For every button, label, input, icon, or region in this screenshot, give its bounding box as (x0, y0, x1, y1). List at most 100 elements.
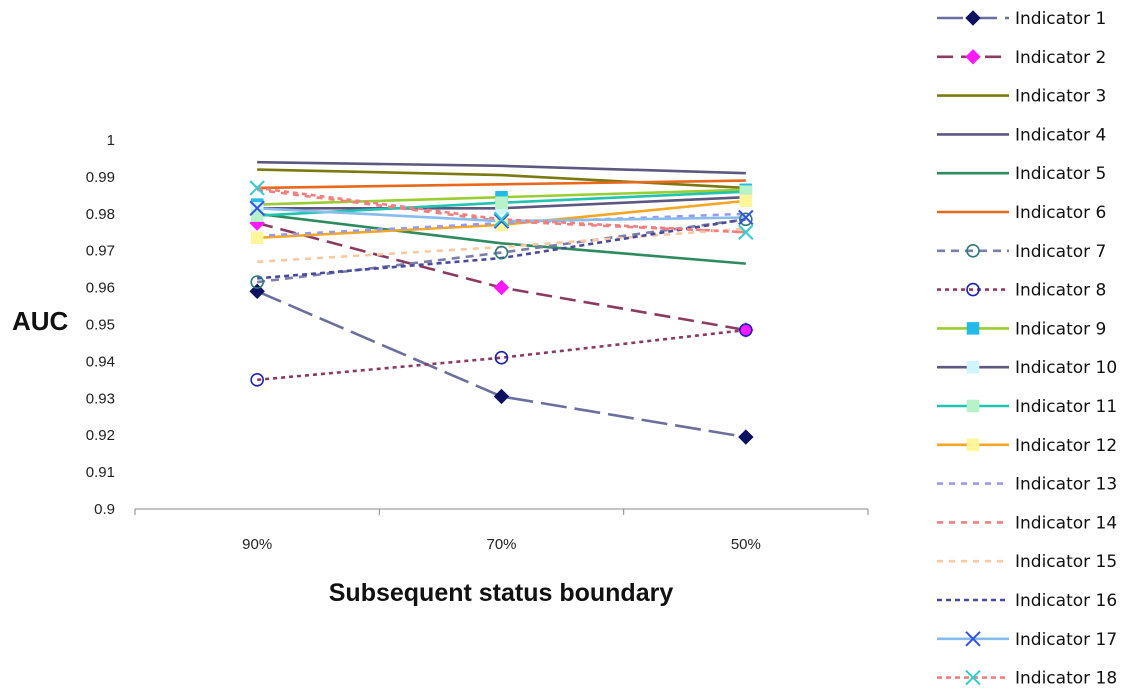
data-point-series-17-stroke (249, 200, 265, 216)
series-line-7 (257, 218, 747, 284)
legend-label: Indicator 12 (1015, 436, 1117, 456)
x-tick-label: 70% (486, 536, 516, 553)
data-point-series-8 (739, 323, 753, 337)
legend-label: Indicator 8 (1015, 281, 1106, 301)
legend-label: Indicator 9 (1015, 319, 1106, 339)
y-tick-label: 1 (107, 132, 115, 149)
legend-label: Indicator 13 (1015, 475, 1117, 495)
legend-item: Indicator 3 (937, 87, 1106, 107)
legend-label: Indicator 15 (1015, 552, 1117, 572)
data-point-series-18-stroke (249, 180, 265, 196)
x-tick-label: 50% (731, 536, 761, 553)
legend-marker (966, 322, 980, 335)
data-point-series-12 (739, 194, 753, 208)
legend-marker (966, 438, 980, 452)
data-point-series-8 (250, 373, 264, 387)
legend-label: Indicator 16 (1015, 591, 1117, 611)
legend-item: Indicator 2 (937, 48, 1106, 68)
data-point-series-12 (250, 231, 264, 245)
legend-item: Indicator 14 (937, 513, 1117, 533)
data-point-series-7 (739, 212, 753, 227)
legend-item: Indicator 4 (937, 125, 1106, 145)
series-line-8 (257, 328, 746, 382)
data-point-series-17 (249, 200, 265, 216)
data-point-series-18 (738, 224, 754, 240)
data-point-series-17-stroke (738, 209, 754, 226)
legend-label: Indicator 4 (1015, 125, 1106, 145)
legend-marker (966, 399, 980, 413)
data-point-series-18 (493, 211, 510, 228)
legend-label: Indicator 14 (1015, 513, 1117, 533)
series-line-2 (256, 221, 747, 332)
y-tick-label: 0.92 (86, 427, 115, 444)
legend-label: Indicator 6 (1015, 203, 1106, 223)
legend-item: Indicator 12 (937, 436, 1117, 456)
legend-item: Indicator 7 (937, 242, 1106, 262)
legend-label: Indicator 7 (1015, 242, 1106, 262)
legend-marker (966, 282, 980, 297)
data-point-series-18-stroke (738, 224, 754, 240)
legend-label: Indicator 3 (1015, 87, 1106, 107)
y-tick-label: 0.96 (86, 280, 115, 297)
legend-label: Indicator 11 (1015, 397, 1117, 417)
legend-item: Indicator 5 (937, 164, 1106, 184)
legend-item: Indicator 16 (937, 591, 1117, 611)
data-point-series-2 (738, 322, 754, 338)
data-point-series-17 (493, 213, 510, 229)
legend-item: Indicator 9 (937, 319, 1106, 339)
series-line-1 (256, 290, 747, 439)
legend-label: Indicator 18 (1015, 669, 1117, 689)
legend-item: Indicator 8 (937, 281, 1106, 301)
legend-label: Indicator 10 (1015, 358, 1117, 378)
data-point-series-7 (494, 245, 509, 260)
data-point-series-1 (738, 429, 754, 445)
y-tick-label: 0.97 (86, 243, 115, 260)
series-line-4 (257, 160, 746, 175)
data-point-series-17 (738, 209, 754, 226)
x-axis-title: Subsequent status boundary (329, 579, 674, 607)
legend-label: Indicator 17 (1015, 630, 1117, 650)
data-point-series-17-stroke (493, 213, 510, 229)
chart-axes: 90% 70% 50% 0.9 0.91 0.92 0.93 0.94 0.95 0.96 0.97… (86, 132, 869, 553)
legend-marker-stroke (965, 631, 981, 647)
y-tick-label: 0.93 (86, 390, 115, 407)
legend-marker-stroke (965, 669, 981, 686)
legend-item: Indicator 11 (937, 397, 1117, 417)
legend-item: Indicator 15 (937, 552, 1117, 572)
series-line-6 (257, 179, 746, 190)
legend-label: Indicator 1 (1015, 9, 1106, 29)
x-tick-label: 90% (242, 536, 272, 553)
data-point-series-11 (495, 196, 508, 209)
data-point-series-7 (250, 275, 264, 289)
data-point-series-18-stroke (493, 211, 510, 228)
y-tick-label: 0.98 (86, 206, 115, 223)
legend-item: Indicator 13 (937, 475, 1117, 495)
legend-marker (965, 49, 981, 65)
y-tick-label: 0.95 (86, 317, 115, 334)
series-line-3 (257, 168, 746, 190)
data-point-series-8 (494, 350, 509, 365)
legend-marker (966, 244, 980, 258)
legend-item: Indicator 1 (937, 9, 1106, 29)
data-point-series-1 (493, 388, 510, 405)
legend-label: Indicator 2 (1015, 48, 1106, 68)
data-point-series-2 (493, 279, 510, 296)
legend: Indicator 1 Indicator 2 Indicator 3 Indicat… (937, 9, 1117, 689)
legend-item: Indicator 18 (937, 669, 1117, 689)
series-line-5 (257, 212, 746, 265)
y-tick-label: 0.91 (86, 464, 115, 481)
marker-layer (249, 180, 754, 445)
legend-item: Indicator 6 (937, 203, 1106, 223)
y-tick-label: 0.94 (86, 353, 115, 370)
legend-label: Indicator 5 (1015, 164, 1106, 184)
y-tick-label: 0.9 (94, 501, 115, 518)
data-point-series-18 (249, 180, 265, 196)
legend-item: Indicator 10 (937, 358, 1117, 378)
legend-marker (965, 669, 981, 686)
y-tick-label: 0.99 (86, 169, 115, 186)
legend-item: Indicator 17 (937, 630, 1117, 650)
legend-marker (965, 631, 981, 647)
legend-marker (966, 360, 980, 374)
y-axis-title: AUC (12, 306, 69, 336)
